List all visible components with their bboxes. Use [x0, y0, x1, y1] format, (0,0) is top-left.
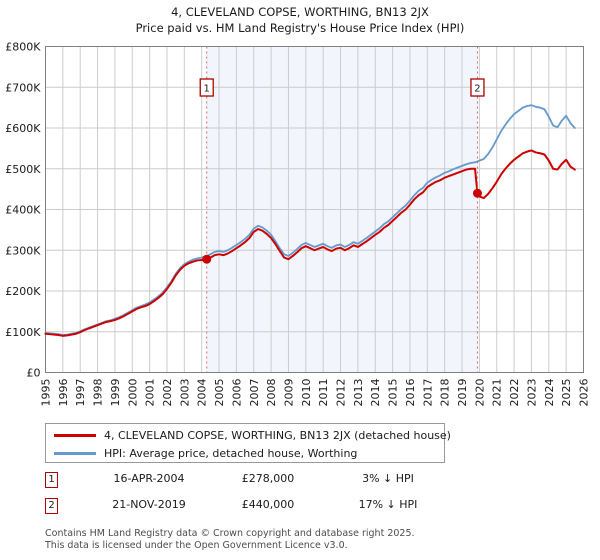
- x-axis-tick-label: 2015: [387, 379, 400, 407]
- x-axis-tick-label: 1999: [109, 379, 122, 407]
- x-axis-tick-label: 2003: [178, 379, 191, 407]
- x-axis-tick-label: 2001: [144, 379, 157, 407]
- footer-line-copyright: Contains HM Land Registry data © Crown c…: [45, 528, 415, 539]
- legend-label-hpi: HPI: Average price, detached house, Wort…: [104, 446, 358, 460]
- x-axis-tick-label: 2018: [439, 379, 452, 407]
- y-axis-tick-label: £500K: [5, 163, 41, 176]
- x-axis-tick-label: 2012: [335, 379, 348, 407]
- x-axis-tick-label: 2026: [578, 379, 591, 407]
- x-axis-tick-label: 1998: [92, 379, 105, 407]
- transaction-hpi-delta-2: 17% ↓ HPI: [358, 498, 418, 511]
- x-axis-tick-label: 2017: [421, 379, 434, 407]
- series-line-price-paid: [44, 149, 576, 337]
- x-axis-tick-label: 2009: [282, 379, 295, 407]
- transaction-badge-1: 1: [45, 472, 58, 488]
- x-axis-tick-label: 2011: [317, 379, 330, 407]
- y-axis-tick-label: £200K: [5, 285, 41, 298]
- x-axis-tick-label: 2019: [456, 379, 469, 407]
- x-axis-tick-label: 2023: [525, 379, 538, 407]
- x-axis-tick-label: 2024: [543, 379, 556, 407]
- table-row: 1 16-APR-2004 £278,000 3% ↓ HPI: [45, 470, 465, 496]
- price-history-line-chart: £0 £100K £200K £300K £400K £500K £600K £700K £80…: [5, 41, 591, 407]
- x-axis-tick-label: 2013: [352, 379, 365, 407]
- chart-marker-label-1: 1: [204, 84, 210, 95]
- line-swatch-red-icon: [54, 433, 96, 437]
- line-swatch-blue-icon: [54, 451, 96, 455]
- transaction-date-1: 16-APR-2004: [113, 472, 185, 485]
- transaction-point-1: [202, 254, 212, 264]
- legend-label-price-paid: 4, CLEVELAND COPSE, WORTHING, BN13 2JX (…: [104, 428, 451, 442]
- transaction-price-2: £440,000: [241, 498, 295, 511]
- x-axis-tick-label: 2022: [508, 379, 521, 407]
- transaction-badge-2: 2: [45, 498, 58, 514]
- y-axis-tick-label: £800K: [5, 41, 41, 54]
- y-axis-tick-label: £700K: [5, 81, 41, 94]
- transaction-point-2: [472, 188, 482, 198]
- footer-attribution: Contains HM Land Registry data © Crown c…: [45, 528, 585, 551]
- x-axis-tick-label: 2014: [369, 379, 382, 407]
- y-axis-tick-label: £400K: [5, 204, 41, 217]
- transaction-table: 1 16-APR-2004 £278,000 3% ↓ HPI 2 21-NOV…: [45, 470, 465, 522]
- x-axis-tick-label: 2020: [473, 379, 486, 407]
- chart-plot-area: £0 £100K £200K £300K £400K £500K £600K £700K £80…: [5, 41, 591, 407]
- x-axis-tick-label: 2008: [265, 379, 278, 407]
- transaction-date-2: 21-NOV-2019: [112, 498, 186, 511]
- plot-frame: [45, 46, 584, 373]
- legend-entry-price-paid: 4, CLEVELAND COPSE, WORTHING, BN13 2JX (…: [54, 426, 451, 444]
- y-axis-tick-label: £600K: [5, 122, 41, 135]
- x-axis-tick-label: 1997: [74, 379, 87, 407]
- y-axis-tick-label: £100K: [5, 326, 41, 339]
- x-axis-tick-label: 2021: [491, 379, 504, 407]
- title-line-address: 4, CLEVELAND COPSE, WORTHING, BN13 2JX: [171, 5, 429, 19]
- title-line-subtitle: Price paid vs. HM Land Registry's House …: [135, 21, 465, 35]
- table-row: 2 21-NOV-2019 £440,000 17% ↓ HPI: [45, 496, 465, 522]
- x-axis-tick-label: 2006: [230, 379, 243, 407]
- series-line-hpi: [44, 104, 576, 336]
- chart-marker-box-2: [470, 78, 485, 97]
- x-axis-tick-label: 2000: [126, 379, 139, 407]
- page-title: 4, CLEVELAND COPSE, WORTHING, BN13 2JX P…: [0, 4, 600, 36]
- x-axis-tick-label: 1996: [57, 379, 70, 407]
- x-axis-tick-label: 2010: [300, 379, 313, 407]
- chart-marker-label-2: 2: [474, 84, 480, 95]
- chart-marker-box-1: [199, 78, 214, 97]
- x-axis-tick-label: 2016: [404, 379, 417, 407]
- footer-line-licence: This data is licensed under the Open Gov…: [45, 539, 348, 551]
- x-axis-tick-label: 2007: [248, 379, 261, 407]
- x-axis-tick-label: 2002: [161, 379, 174, 407]
- x-axis-tick-label: 2005: [213, 379, 226, 407]
- x-axis-tick-label: 1995: [40, 379, 53, 407]
- transaction-price-1: £278,000: [241, 472, 295, 485]
- y-axis-tick-label: £0: [27, 367, 41, 380]
- transaction-hpi-delta-1: 3% ↓ HPI: [362, 472, 414, 485]
- chart-legend: 4, CLEVELAND COPSE, WORTHING, BN13 2JX (…: [45, 423, 451, 463]
- x-axis-tick-label: 2025: [560, 379, 573, 407]
- y-axis-tick-label: £300K: [5, 244, 41, 257]
- legend-entry-hpi: HPI: Average price, detached house, Wort…: [54, 444, 357, 462]
- x-axis-tick-label: 2004: [196, 379, 209, 407]
